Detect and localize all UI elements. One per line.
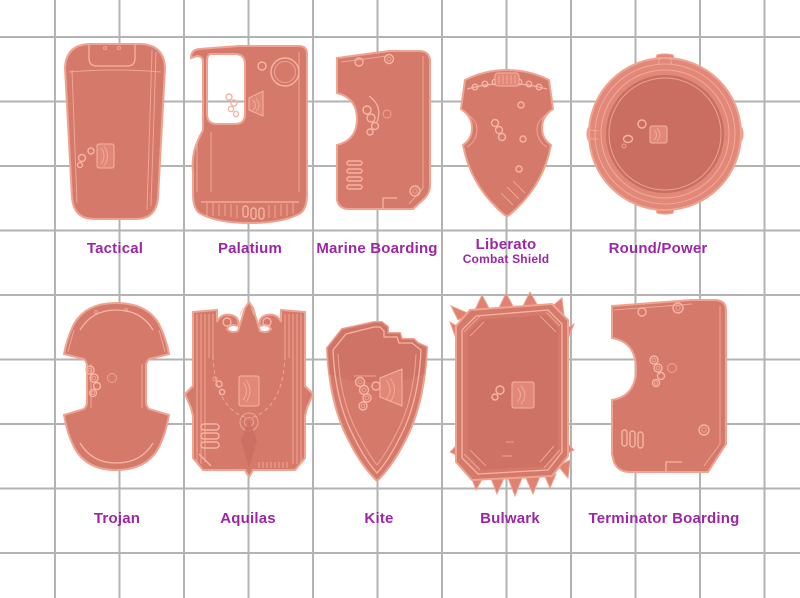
terminator-boarding-details [613,302,721,472]
shield-kite [320,316,434,488]
liberato-body [459,68,555,218]
shield-label-bulwark: Bulwark [480,510,540,527]
palatium-shield-graphic [189,45,308,225]
shield-label-liberato: Liberato Combat Shield [463,236,550,267]
terminator-boarding-shield-graphic [611,299,727,473]
round-power-shield-graphic [586,53,744,215]
kite-shading [327,322,427,383]
shield-liberato [455,65,559,221]
liberato-details [466,72,548,206]
shield-label-tactical: Tactical [86,240,144,257]
shield-marine-boarding [325,48,433,220]
marine-boarding-details [340,53,424,209]
palatium-body [189,45,308,225]
shield-label-terminator-boarding: Terminator Boarding [588,510,740,527]
shield-aquilas [183,298,315,478]
shield-label-marine-boarding: Marine Boarding [316,240,438,257]
tactical-shield-graphic [63,43,167,220]
shield-bulwark [446,290,578,498]
shield-label-kite: Kite [364,510,394,527]
tactical-details [68,45,162,211]
palatium-details [196,52,300,220]
round-power-details [589,56,736,205]
tactical-body [63,43,167,220]
shield-tactical [55,38,175,224]
liberato-shield-graphic [459,68,555,218]
kite-details [332,326,422,474]
shield-terminator-boarding [600,298,730,483]
terminator-boarding-body [611,299,727,473]
marine-boarding-shield-graphic [336,50,431,210]
aquilas-shield-graphic [183,300,315,478]
shield-round-power [586,53,744,215]
aquilas-details [196,307,302,468]
bulwark-details [461,309,563,475]
shield-label-trojan: Trojan [93,510,141,527]
trojan-body [62,301,171,472]
shield-label-aquilas: Aquilas [220,510,276,527]
shield-trojan [60,300,173,473]
shield-palatium [187,42,313,228]
bulwark-shield-graphic [449,290,576,498]
shield-label-liberato-main: Liberato [475,236,537,253]
trojan-shield-graphic [62,301,171,472]
shield-label-liberato-sub: Combat Shield [462,252,550,267]
shield-label-round-power: Round/Power [608,240,708,257]
trojan-details [67,308,166,464]
shield-label-palatium: Palatium [217,240,283,257]
kite-shield-graphic [325,321,429,483]
